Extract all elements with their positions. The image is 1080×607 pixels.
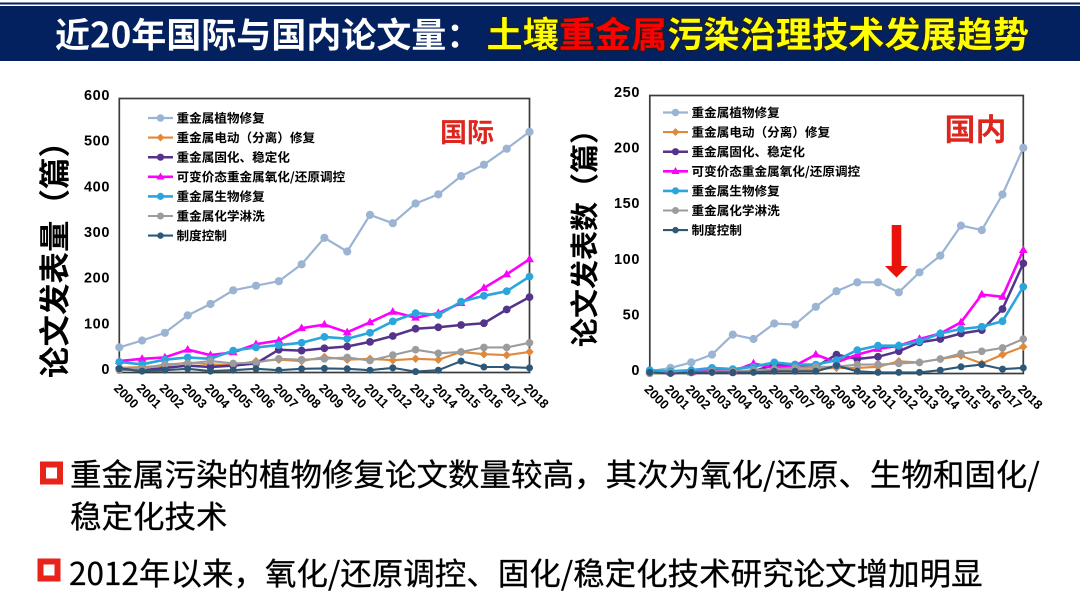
svg-text:600: 600 — [84, 88, 110, 104]
svg-text:2002: 2002 — [157, 381, 188, 412]
svg-text:2003: 2003 — [179, 381, 210, 412]
svg-text:2012: 2012 — [384, 381, 415, 412]
svg-text:200: 200 — [614, 141, 640, 157]
svg-text:200: 200 — [84, 271, 110, 287]
svg-text:2008: 2008 — [293, 381, 324, 412]
svg-text:2007: 2007 — [270, 381, 301, 412]
svg-text:2006: 2006 — [248, 381, 279, 412]
svg-text:300: 300 — [84, 225, 110, 241]
svg-text:2001: 2001 — [134, 381, 165, 412]
svg-text:2009: 2009 — [316, 381, 347, 412]
svg-text:2011: 2011 — [362, 381, 392, 411]
svg-text:2010: 2010 — [339, 381, 370, 412]
svg-text:100: 100 — [84, 316, 110, 332]
svg-text:150: 150 — [614, 196, 640, 212]
svg-text:50: 50 — [623, 307, 640, 323]
svg-text:400: 400 — [84, 179, 110, 195]
svg-text:250: 250 — [614, 85, 640, 101]
svg-text:500: 500 — [84, 134, 110, 150]
svg-text:2013: 2013 — [407, 381, 438, 412]
svg-text:100: 100 — [614, 252, 640, 268]
svg-text:2016: 2016 — [476, 381, 507, 412]
svg-text:0: 0 — [101, 362, 110, 378]
svg-text:2017: 2017 — [498, 381, 529, 412]
svg-text:0: 0 — [631, 363, 640, 379]
svg-text:2000: 2000 — [111, 381, 142, 412]
svg-text:2015: 2015 — [453, 381, 484, 412]
svg-text:2018: 2018 — [521, 381, 552, 412]
